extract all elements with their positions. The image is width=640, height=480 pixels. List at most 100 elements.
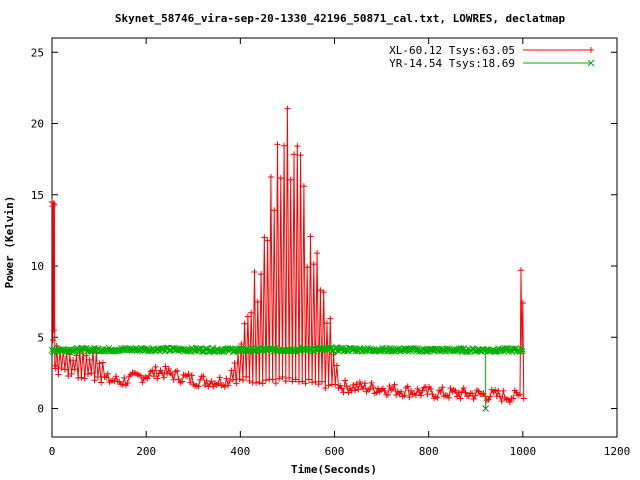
chart-title: Skynet_58746_vira-sep-20-1330_42196_5087… — [115, 12, 566, 25]
series-xl-point — [78, 374, 85, 381]
series-xl-point — [230, 376, 237, 383]
series-xl-point — [121, 374, 128, 381]
series-xl-point — [276, 375, 283, 382]
series-xl-point — [269, 376, 276, 383]
series-xl-point — [406, 394, 413, 401]
series-xl-point — [164, 370, 171, 377]
series-xl-point — [332, 381, 339, 388]
series-xl-point — [85, 370, 92, 377]
series-xl-point — [200, 373, 207, 380]
series-xl-point — [154, 375, 161, 382]
series-xl-point — [174, 367, 181, 374]
series-xl-point — [323, 320, 330, 327]
series-xl-point — [55, 371, 62, 378]
series-xl-point — [342, 377, 349, 384]
x-axis-title: Time(Seconds) — [291, 463, 377, 476]
series-yr-point — [452, 346, 460, 354]
series-xl-point — [302, 380, 309, 387]
series-yr-point — [518, 347, 526, 355]
series-xl-point — [251, 269, 258, 276]
series-xl-point — [304, 264, 311, 271]
series-xl-point — [162, 363, 169, 370]
series-xl-point — [498, 398, 505, 405]
series-xl-point — [160, 374, 167, 381]
series-xl-point — [248, 309, 255, 316]
series-yr-point — [140, 345, 148, 352]
x-tick-label: 400 — [230, 445, 250, 458]
series-xl-point — [447, 385, 454, 392]
series-xl-point — [386, 383, 393, 390]
series-xl-point — [99, 359, 106, 366]
series-xl-point — [258, 271, 265, 278]
series-xl-point — [113, 373, 120, 380]
series-xl-point — [317, 287, 324, 294]
series-xl-point — [262, 377, 269, 384]
series-yr-point — [153, 346, 160, 353]
series-xl-point — [277, 175, 284, 182]
series-xl-point — [61, 366, 68, 373]
series-xl-point — [315, 381, 322, 388]
series-xl-point — [350, 381, 357, 388]
series-yr-point — [198, 347, 206, 355]
series-xl-point — [195, 383, 202, 390]
series-xl-point — [169, 371, 176, 378]
series-xl-point — [460, 384, 467, 391]
series-xl-point — [368, 379, 375, 386]
series-xl-point — [256, 379, 263, 386]
series-xl-point — [197, 376, 204, 383]
series-xl-point — [246, 377, 253, 384]
series-xl-point — [457, 395, 464, 402]
x-tick-label: 600 — [325, 445, 345, 458]
series-xl-point — [325, 382, 332, 389]
series-xl-point — [381, 388, 388, 395]
series-xl-point — [391, 381, 398, 388]
series-xl-point — [360, 385, 367, 392]
series-xl-point — [287, 176, 294, 183]
y-axis-title: Power (Kelvin) — [3, 196, 16, 289]
series-yr-point — [351, 345, 358, 353]
series-xl-point — [178, 378, 185, 385]
series-xl-point — [165, 365, 172, 372]
series-yr-point — [244, 347, 252, 354]
series-xl-point — [215, 380, 222, 387]
series-xl-point — [94, 373, 101, 380]
series-xl-point — [281, 142, 288, 149]
series-xl-point — [221, 383, 228, 390]
x-tick-label: 800 — [419, 445, 439, 458]
series-xl-point — [429, 391, 436, 398]
series-yr-point — [165, 347, 173, 354]
series-xl-point — [279, 374, 286, 381]
series-xl-point — [58, 365, 65, 372]
x-tick-label: 0 — [49, 445, 56, 458]
x-tick-label: 1000 — [510, 445, 537, 458]
series-xl-point — [414, 385, 421, 392]
series-xl-point — [52, 365, 59, 372]
series-xl-point — [187, 379, 194, 386]
series-xl-point — [103, 374, 110, 381]
series-xl-point — [291, 151, 298, 158]
series-xl-point — [419, 387, 426, 394]
series-xl-point — [271, 207, 278, 214]
series-xl-point — [231, 360, 238, 367]
series-xl-point — [51, 362, 58, 369]
series-xl-point — [104, 370, 111, 377]
series-xl-point — [427, 386, 434, 393]
series-xl-point — [292, 376, 299, 383]
series-xl-point — [470, 396, 477, 403]
series-xl-point — [253, 379, 260, 386]
series-layer — [48, 105, 527, 412]
series-xl-point — [152, 363, 159, 370]
series-xl-point — [241, 320, 248, 327]
series-xl-point — [330, 351, 337, 358]
y-tick-label: 20 — [31, 118, 44, 131]
series-xl-point — [345, 389, 352, 396]
series-xl-point — [455, 389, 462, 396]
series-yr-point — [482, 405, 489, 412]
series-xl-point — [149, 367, 156, 374]
series-xl-point — [417, 392, 424, 399]
series-xl-point — [297, 152, 304, 159]
series-xl-point — [305, 376, 312, 383]
series-xl-point — [223, 375, 230, 382]
series-xl-point — [445, 394, 452, 401]
series-xl-point — [139, 379, 146, 386]
